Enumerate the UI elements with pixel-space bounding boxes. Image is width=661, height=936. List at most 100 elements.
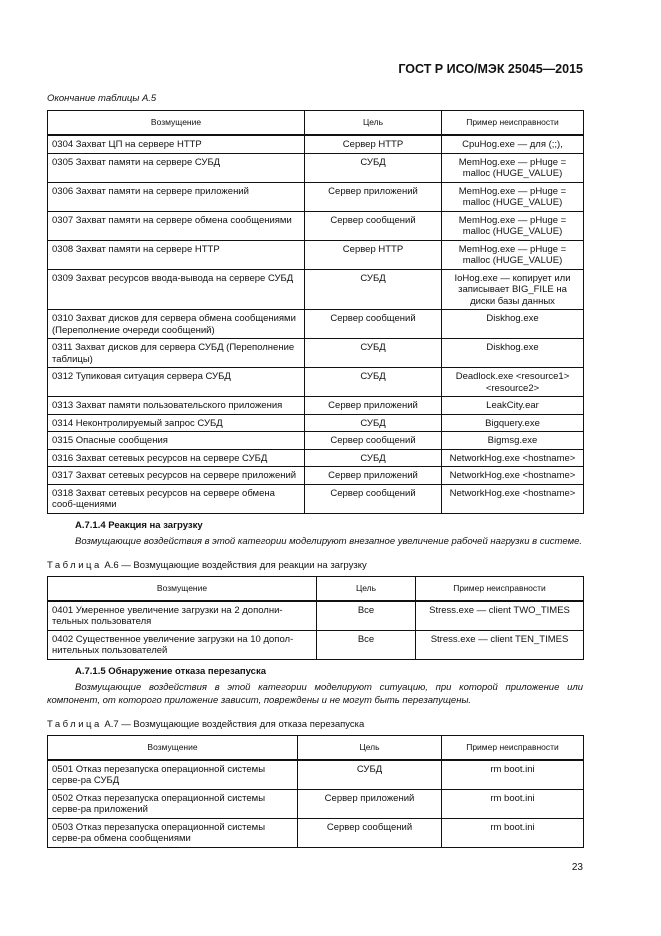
disturbance-cell: 0401 Умеренное увеличение загрузки на 2 …	[47, 600, 317, 631]
disturbance-cell: 0402 Существенное увеличение загрузки на…	[47, 629, 317, 660]
column-header: Цель	[304, 110, 442, 136]
table-row: 0307 Захват памяти на сервере обмена соо…	[47, 210, 584, 241]
target-cell: СУБД	[304, 338, 442, 368]
target-cell: Все	[316, 629, 416, 660]
caption-text: А.6 — Возмущающие воздействия для реакци…	[101, 559, 367, 571]
document-code: ГОСТ Р ИСО/МЭК 25045—2015	[398, 62, 583, 76]
fault-example-cell: rm boot.ini	[441, 817, 584, 848]
fault-example-cell: rm boot.ini	[441, 759, 584, 790]
target-cell: СУБД	[304, 268, 442, 310]
caption-prefix: Таблица	[47, 559, 102, 571]
table-row: 0402 Существенное увеличение загрузки на…	[47, 629, 584, 660]
target-cell: Сервер приложений	[304, 181, 442, 212]
table-row: 0313 Захват памяти пользовательского при…	[47, 396, 584, 415]
target-cell: Сервер приложений	[297, 788, 442, 819]
disturbance-cell: 0313 Захват памяти пользовательского при…	[47, 396, 305, 415]
target-cell: Сервер HTTP	[304, 134, 442, 154]
table-row: 0312 Тупиковая ситуация сервера СУБД СУБД…	[47, 367, 584, 397]
fault-example-cell: Diskhog.exe	[441, 338, 584, 368]
target-cell: СУБД	[304, 413, 442, 432]
disturbance-cell: 0306 Захват памяти на сервере приложений	[47, 181, 305, 212]
table-row: 0502 Отказ перезапуска операционной сист…	[47, 788, 584, 819]
disturbance-cell: 0317 Захват сетевых ресурсов на сервере …	[47, 466, 305, 485]
disturbance-cell: 0314 Неконтролируемый запрос СУБД	[47, 413, 305, 432]
target-cell: СУБД	[297, 759, 442, 790]
column-header: Возмущение	[47, 110, 305, 136]
column-header: Пример неисправности	[415, 575, 584, 602]
disturbance-cell: 0312 Тупиковая ситуация сервера СУБД	[47, 367, 305, 397]
table-row: 0317 Захват сетевых ресурсов на сервере …	[47, 466, 584, 485]
disturbance-cell: 0308 Захват памяти на сервере HTTP	[47, 239, 305, 270]
disturbance-cell: 0304 Захват ЦП на сервере HTTP	[47, 134, 305, 154]
table-row: 0401 Умеренное увеличение загрузки на 2 …	[47, 600, 584, 631]
section-a715-text: Возмущающие воздействия в этой категории…	[47, 681, 583, 706]
column-header: Цель	[316, 575, 416, 602]
table-row: 0304 Захват ЦП на сервере HTTP Сервер HTT…	[47, 134, 584, 154]
target-cell: Сервер сообщений	[304, 431, 442, 450]
table-row: 0309 Захват ресурсов ввода-вывода на сер…	[47, 268, 584, 310]
column-header: Пример неисправности	[441, 110, 584, 136]
table-a7: Возмущение Цель Пример неисправности 0501 О…	[47, 734, 584, 848]
disturbance-cell: 0311 Захват дисков для сервера СУБД (Пер…	[47, 338, 305, 368]
fault-example-cell: NetworkHog.exe <hostname>	[441, 448, 584, 467]
target-cell: СУБД	[304, 448, 442, 467]
table-row: 0305 Захват памяти на сервере СУБД СУБД Me…	[47, 152, 584, 183]
disturbance-cell: 0502 Отказ перезапуска операционной сист…	[47, 788, 298, 819]
table-a6-caption: Таблица А.6 — Возмущающие воздействия дл…	[47, 560, 583, 572]
target-cell: Сервер сообщений	[297, 817, 442, 848]
table-row: 0315 Опасные сообщения Сервер сообщений Bi…	[47, 431, 584, 450]
table-row: 0503 Отказ перезапуска операционной сист…	[47, 817, 584, 848]
fault-example-cell: LeakCity.ear	[441, 396, 584, 415]
column-header: Возмущение	[47, 575, 317, 602]
target-cell: Сервер сообщений	[304, 210, 442, 241]
table-row: 0310 Захват дисков для сервера обмена со…	[47, 309, 584, 339]
target-cell: Сервер сообщений	[304, 483, 442, 514]
target-cell: Все	[316, 600, 416, 631]
disturbance-cell: 0305 Захват памяти на сервере СУБД	[47, 152, 305, 183]
caption-prefix: Таблица	[47, 718, 102, 730]
table-row: 0316 Захват сетевых ресурсов на сервере …	[47, 448, 584, 467]
disturbance-cell: 0309 Захват ресурсов ввода-вывода на сер…	[47, 268, 305, 310]
fault-example-cell: MemHog.exe — pHuge = malloc (HUGE_VALUE)	[441, 239, 584, 270]
fault-example-cell: Bigmsg.exe	[441, 431, 584, 450]
fault-example-cell: NetworkHog.exe <hostname>	[441, 466, 584, 485]
fault-example-cell: MemHog.exe — pHuge = malloc (HUGE_VALUE)	[441, 152, 584, 183]
table-row: 0306 Захват памяти на сервере приложений…	[47, 181, 584, 212]
page-number: 23	[571, 861, 583, 873]
table-a5-caption: Окончание таблицы А.5	[47, 93, 157, 104]
table-row: 0311 Захват дисков для сервера СУБД (Пер…	[47, 338, 584, 368]
table-a5: Возмущение Цель Пример неисправности 0304 З…	[47, 110, 584, 514]
fault-example-cell: IoHog.exe — копирует или записывает BIG_…	[441, 268, 584, 310]
fault-example-cell: NetworkHog.exe <hostname>	[441, 483, 584, 514]
caption-text: А.7 — Возмущающие воздействия для отказа…	[101, 718, 365, 730]
disturbance-cell: 0310 Захват дисков для сервера обмена со…	[47, 309, 305, 339]
disturbance-cell: 0501 Отказ перезапуска операционной сист…	[47, 759, 298, 790]
fault-example-cell: CpuHog.exe — для (;;),	[441, 134, 584, 154]
fault-example-cell: MemHog.exe — pHuge = malloc (HUGE_VALUE)	[441, 210, 584, 241]
section-a714-text: Возмущающие воздействия в этой категории…	[75, 535, 583, 547]
disturbance-cell: 0503 Отказ перезапуска операционной сист…	[47, 817, 298, 848]
fault-example-cell: Bigquery.exe	[441, 413, 584, 432]
disturbance-cell: 0315 Опасные сообщения	[47, 431, 305, 450]
fault-example-cell: Diskhog.exe	[441, 309, 584, 339]
table-row: 0318 Захват сетевых ресурсов на сервере …	[47, 483, 584, 514]
fault-example-cell: Stress.exe — client TEN_TIMES	[415, 629, 584, 660]
column-header: Пример неисправности	[441, 734, 584, 761]
table-a6: Возмущение Цель Пример неисправности 0401 У…	[47, 575, 584, 660]
table-row: 0308 Захват памяти на сервере HTTP Сервер…	[47, 239, 584, 270]
table-row: 0314 Неконтролируемый запрос СУБД СУБД Big…	[47, 413, 584, 432]
table-header-row: Возмущение Цель Пример неисправности	[47, 110, 584, 136]
table-row: 0501 Отказ перезапуска операционной сист…	[47, 759, 584, 790]
table-header-row: Возмущение Цель Пример неисправности	[47, 575, 584, 602]
table-a7-caption: Таблица А.7 — Возмущающие воздействия дл…	[47, 719, 583, 731]
fault-example-cell: rm boot.ini	[441, 788, 584, 819]
fault-example-cell: MemHog.exe — pHuge = malloc (HUGE_VALUE)	[441, 181, 584, 212]
fault-example-cell: Deadlock.exe <resource1> <resource2>	[441, 367, 584, 397]
disturbance-cell: 0307 Захват памяти на сервере обмена соо…	[47, 210, 305, 241]
column-header: Возмущение	[47, 734, 298, 761]
target-cell: СУБД	[304, 152, 442, 183]
target-cell: Сервер HTTP	[304, 239, 442, 270]
target-cell: СУБД	[304, 367, 442, 397]
target-cell: Сервер приложений	[304, 396, 442, 415]
